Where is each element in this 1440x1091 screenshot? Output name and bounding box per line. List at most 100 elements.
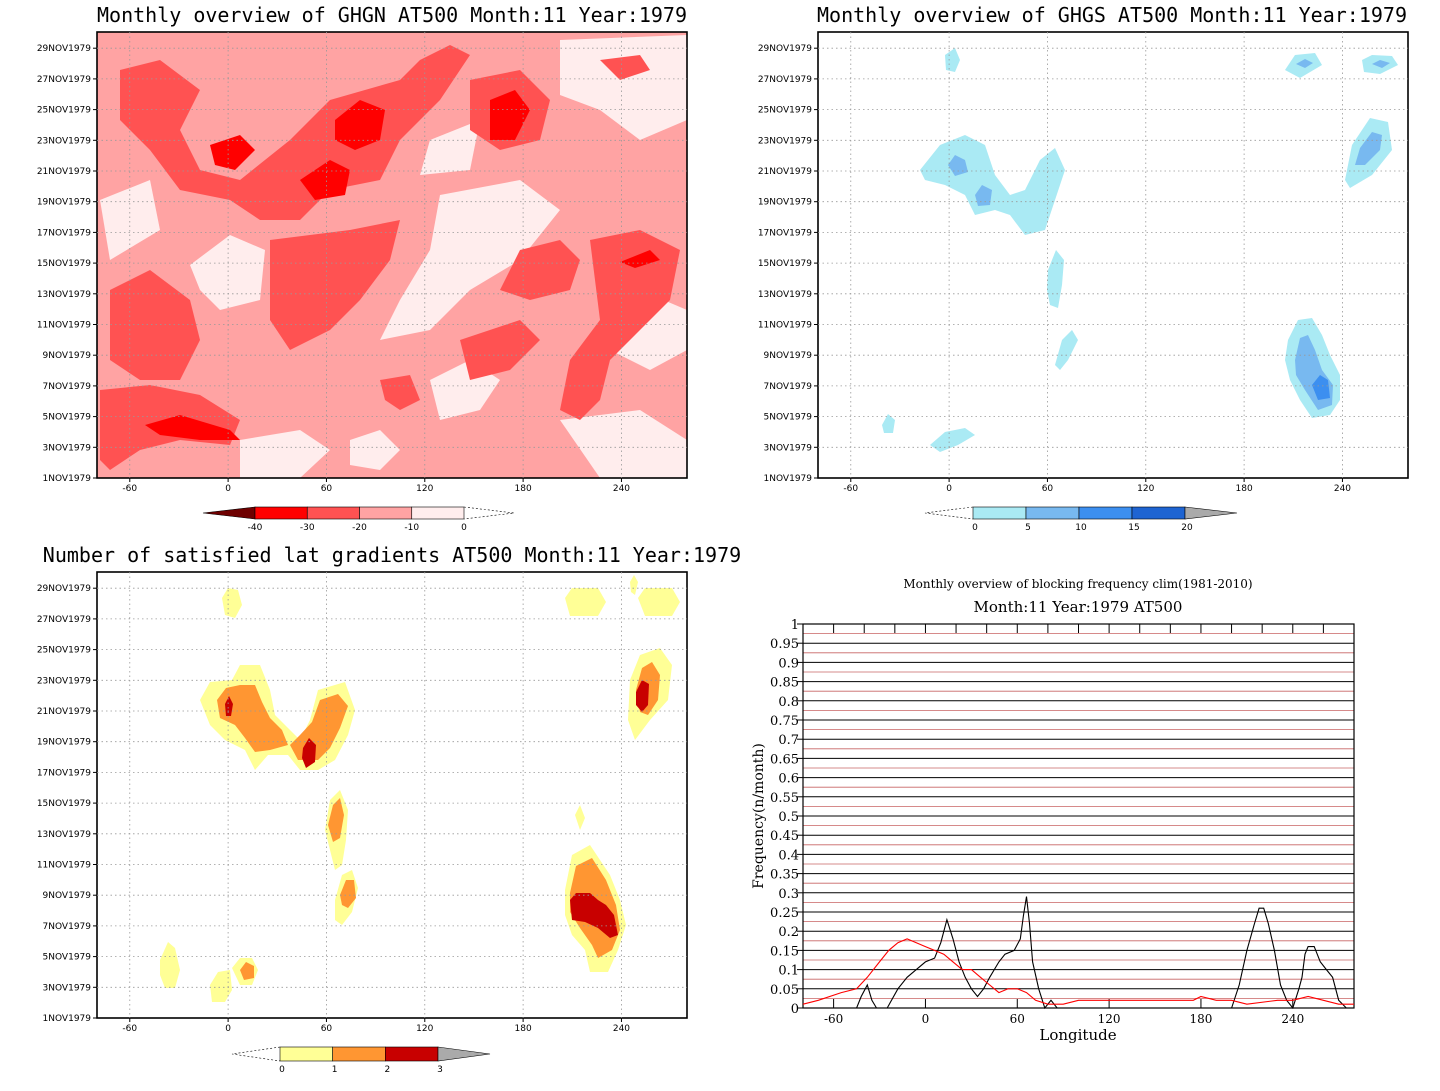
ghgs-colorbar: 0 5 10 15 20 [924,506,1238,533]
y-tick-label: 0.15 [770,944,799,959]
colorbar-label: 0 [972,523,978,533]
y-tick-label: 3NOV1979 [43,443,92,453]
gradients-field [160,575,680,1002]
y-tick-label: 9NOV1979 [43,891,92,901]
y-tick-label: 3NOV1979 [43,983,92,993]
x-tick-label: 60 [1042,484,1054,494]
x-tick-label: 240 [613,484,630,494]
y-tick-label: 29NOV1979 [758,44,812,54]
y-tick-label: 0.45 [770,829,799,844]
gradients-red-regions [225,680,649,938]
y-tick-label: 7NOV1979 [43,922,92,932]
y-tick-label: 7NOV1979 [43,382,92,392]
colorbar-low-arrow [202,506,256,520]
x-tick-label: 180 [1189,1012,1212,1026]
x-tick-label: 60 [321,1024,333,1034]
x-tick-label: 0 [922,1012,930,1026]
colorbar-label: -20 [352,523,367,533]
ghgn-gridlines [97,32,687,478]
y-tick-label: 9NOV1979 [764,351,813,361]
colorbar-label: 2 [384,1065,390,1075]
blocking-title: Monthly overview of blocking frequency c… [903,577,1252,591]
colorbar-label: -30 [300,523,315,533]
x-tick-label: 0 [225,1024,231,1034]
ghgn-panel: Monthly overview of GHGN AT500 Month:11 … [37,3,688,533]
colorbar-segment [972,506,1027,520]
ghgn-light-regions [100,35,687,478]
y-tick-label: 25NOV1979 [758,106,812,116]
ghgn-field [97,32,687,478]
y-tick-label: 27NOV1979 [37,75,91,85]
y-tick-label: 0.25 [770,906,799,921]
y-tick-label: 0.75 [770,714,799,729]
colorbar-high-arrow [463,506,515,520]
y-tick-label: 21NOV1979 [37,707,91,717]
colorbar-segment [332,1046,386,1062]
x-tick-label: -60 [824,1012,843,1026]
colorbar-segment [1025,506,1080,520]
ghgs-frame [817,31,1409,479]
colorbar-label: -10 [404,523,419,533]
y-tick-label: 0.65 [770,752,799,767]
ghgn-medium-regions [100,45,680,470]
colorbar-segment [411,506,465,520]
x-tick-label: 180 [515,1024,532,1034]
gradients-axes: -60 0 60 120 180 240 1NOV1979 3NOV1979 5NOV1979 7… [37,584,630,1034]
y-tick-label: 15NOV1979 [37,259,91,269]
y-tick-label: 17NOV1979 [758,228,812,238]
colorbar-segment [359,506,413,520]
gradients-panel: Number of satisfied lat gradients AT500 … [37,543,741,1075]
ghgs-dark-regions [1312,375,1330,400]
ghgs-field [882,48,1398,452]
y-tick-label: 29NOV1979 [37,44,91,54]
y-tick-label: 0.5 [778,810,799,825]
ghgn-axes: -60 0 60 120 180 240 1NOV1979 3NOV1979 5NOV1979 7… [37,44,630,494]
colorbar-segment [1078,506,1133,520]
x-tick-label: -60 [843,484,858,494]
colorbar-label: 1 [332,1065,338,1075]
blocking-ylabel: Frequency(n/month) [751,743,767,889]
colorbar-label: 20 [1181,523,1193,533]
y-tick-label: 0.9 [778,656,799,671]
x-tick-label: 240 [613,1024,630,1034]
y-tick-label: 9NOV1979 [43,351,92,361]
ghgn-deep-regions [145,90,660,440]
blocking-plot-area: 0 0.05 0.1 0.15 0.2 0.25 0.3 0.35 0.4 0.45 0.5 0.55… [770,618,1355,1026]
colorbar-segment [1131,506,1186,520]
y-tick-label: 23NOV1979 [37,676,91,686]
y-tick-label: 5NOV1979 [43,953,92,963]
y-tick-label: 0.7 [778,733,799,748]
x-tick-label: 240 [1334,484,1351,494]
y-tick-label: 25NOV1979 [37,646,91,656]
y-tick-label: 0.4 [778,848,799,863]
x-tick-label: 120 [1098,1012,1121,1026]
y-tick-label: 15NOV1979 [758,259,812,269]
x-tick-label: 120 [1137,484,1154,494]
gradients-gridlines [97,572,687,1018]
y-tick-label: 23NOV1979 [758,136,812,146]
y-tick-label: 0.95 [770,637,799,652]
y-tick-label: 0.05 [770,983,799,998]
x-tick-label: 180 [515,484,532,494]
y-tick-label: 15NOV1979 [37,799,91,809]
y-tick-label: 27NOV1979 [37,615,91,625]
x-tick-label: 60 [321,484,333,494]
ghgs-panel: Monthly overview of GHGS AT500 Month:11 … [758,3,1409,533]
y-tick-label: 0.1 [778,964,799,979]
y-tick-label: 21NOV1979 [37,167,91,177]
y-tick-label: 3NOV1979 [764,443,813,453]
y-tick-label: 7NOV1979 [764,382,813,392]
y-tick-label: 0.35 [770,868,799,883]
y-tick-label: 1NOV1979 [764,474,813,484]
gradients-colorbar: 0 1 2 3 [231,1046,491,1075]
x-tick-label: 120 [416,484,433,494]
x-tick-label: 60 [1010,1012,1025,1026]
y-tick-label: 0.55 [770,791,799,806]
y-tick-label: 11NOV1979 [37,861,91,871]
colorbar-segment [306,506,360,520]
y-tick-label: 1NOV1979 [43,1014,92,1024]
x-tick-label: 180 [1236,484,1253,494]
blocking-series-black-line [803,896,1354,1010]
colorbar-label: 3 [437,1065,443,1075]
blocking-frequency-panel: Monthly overview of blocking frequency c… [751,577,1355,1044]
